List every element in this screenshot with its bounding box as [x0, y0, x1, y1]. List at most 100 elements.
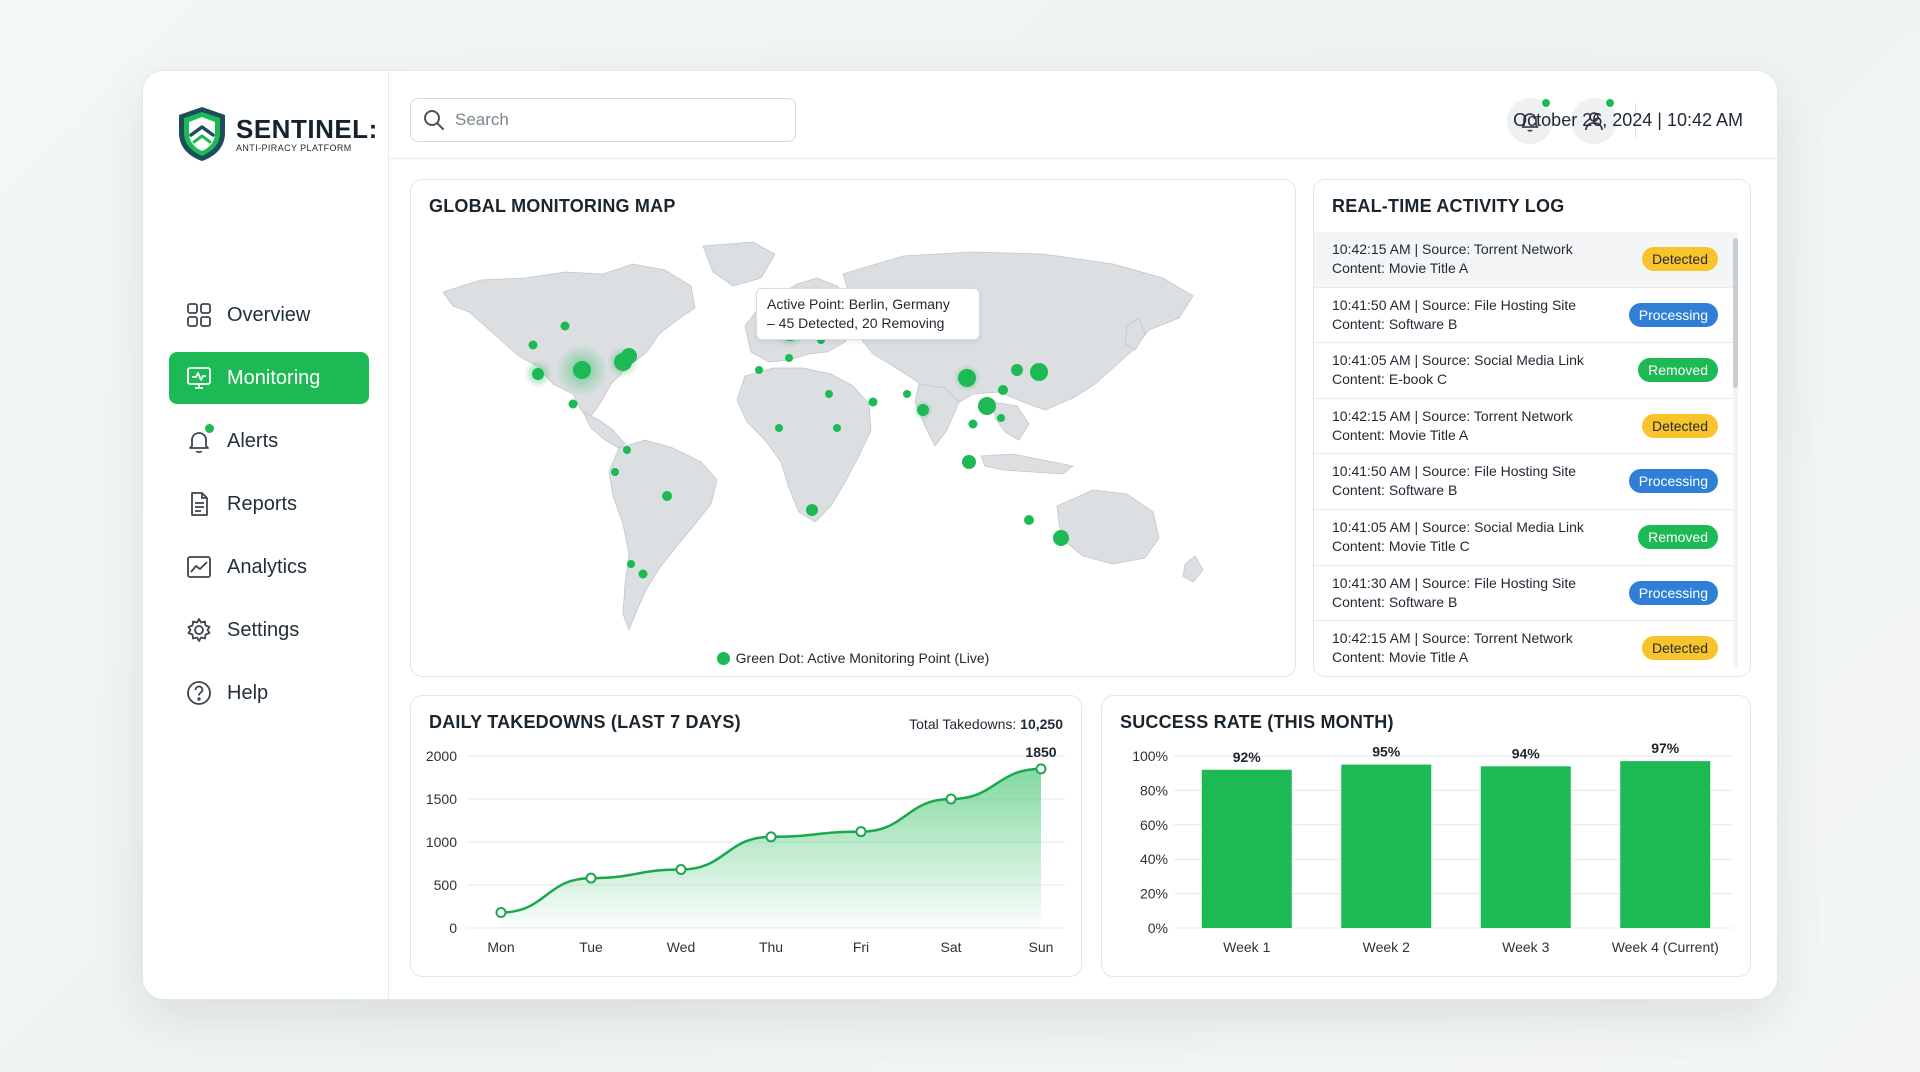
- data-point[interactable]: [495, 907, 507, 919]
- y-tick-label: 100%: [1132, 748, 1168, 764]
- bar[interactable]: [1201, 769, 1292, 928]
- status-badge: Removed: [1638, 524, 1718, 549]
- bell-icon: [1521, 113, 1539, 132]
- scrollbar[interactable]: [1733, 238, 1738, 668]
- sidebar-item-alerts[interactable]: Alerts: [169, 415, 369, 467]
- sidebar-item-analytics[interactable]: Analytics: [169, 541, 369, 593]
- point-singapore: [962, 455, 976, 469]
- point-vietnam: [968, 419, 978, 429]
- point-colombia: [611, 468, 619, 476]
- sidebar-item-label: Reports: [227, 492, 298, 515]
- log-row[interactable]: 10:41:50 AM | Source: File Hosting Site C…: [1314, 288, 1738, 344]
- online-status-dot: [1605, 98, 1615, 108]
- area-fill: [501, 768, 1041, 928]
- status-badge: Processing: [1628, 580, 1718, 605]
- log-row[interactable]: 10:42:15 AM | Source: Torrent Network Con…: [1314, 399, 1738, 455]
- point-mexico: [568, 399, 578, 409]
- current-datetime: October 26, 2024 | 10:42 AM: [1513, 110, 1743, 130]
- log-content: Content: Movie Title C: [1332, 537, 1470, 554]
- bar-value-label: 95%: [1372, 744, 1401, 760]
- y-tick-label: 1000: [426, 834, 457, 850]
- point-philippines: [997, 414, 1005, 422]
- point-brazil: [662, 491, 672, 501]
- bar[interactable]: [1341, 764, 1432, 928]
- indonesia-shape: [980, 453, 1074, 475]
- point-seattle: [528, 340, 538, 350]
- sidebar-item-label: Monitoring: [227, 366, 321, 389]
- y-tick-label: 60%: [1140, 817, 1168, 833]
- data-point[interactable]: [855, 826, 867, 838]
- tooltip-location: Active Point: Berlin, Germany: [767, 296, 950, 312]
- sidebar-item-help[interactable]: Help: [169, 667, 369, 719]
- bar[interactable]: [1620, 761, 1711, 928]
- point-chile: [627, 560, 635, 568]
- y-tick-label: 20%: [1140, 886, 1168, 902]
- map-legend: Green Dot: Active Monitoring Point (Live…: [411, 650, 1295, 666]
- status-badge: Processing: [1628, 469, 1718, 494]
- x-tick-label: Sun: [1029, 939, 1054, 955]
- greenland-shape: [702, 241, 776, 287]
- world-map[interactable]: [433, 234, 1275, 644]
- log-row[interactable]: 10:41:05 AM | Source: Social Media Link C…: [1314, 510, 1738, 566]
- bar[interactable]: [1480, 766, 1571, 928]
- point-ny: [621, 348, 637, 364]
- x-tick-label: Thu: [759, 939, 783, 955]
- point-madrid: [755, 366, 763, 374]
- point-korea: [1011, 364, 1023, 376]
- sidebar-item-label: Alerts: [227, 429, 279, 452]
- notifications-button[interactable]: [1507, 98, 1553, 144]
- log-source: 10:42:15 AM | Source: Torrent Network: [1332, 407, 1573, 424]
- map-title: GLOBAL MONITORING MAP: [429, 196, 676, 216]
- log-row[interactable]: 10:42:15 AM | Source: Torrent Network Con…: [1314, 621, 1738, 676]
- tooltip-stats: – 45 Detected, 20 Removing: [767, 315, 945, 331]
- sidebar-item-settings[interactable]: Settings: [169, 604, 369, 656]
- log-content: Content: Software B: [1332, 315, 1458, 332]
- success-rate-card: SUCCESS RATE (THIS MONTH) 0% 20% 40% 60% 80%…: [1101, 695, 1751, 977]
- log-source: 10:42:15 AM | Source: Torrent Network: [1332, 630, 1573, 647]
- sidebar-item-monitoring[interactable]: Monitoring: [169, 352, 369, 404]
- log-row[interactable]: 10:42:15 AM | Source: Torrent Network Con…: [1314, 232, 1738, 288]
- user-profile-button[interactable]: [1571, 98, 1617, 144]
- total-takedowns-value: 10,250: [1020, 716, 1063, 732]
- sidebar-item-reports[interactable]: Reports: [169, 478, 369, 530]
- global-monitoring-map-card: GLOBAL MONITORING MAP: [410, 179, 1296, 677]
- point-taiwan: [998, 385, 1008, 395]
- y-tick-label: 500: [434, 877, 458, 893]
- data-label: 1850: [1025, 744, 1056, 760]
- point-argentina: [638, 569, 648, 579]
- log-row[interactable]: 10:41:05 AM | Source: Social Media Link C…: [1314, 343, 1738, 399]
- point-egypt: [825, 390, 833, 398]
- australia-shape: [1056, 489, 1160, 565]
- point-iran: [903, 390, 911, 398]
- point-la-dot: [532, 368, 544, 380]
- grid-icon: [187, 303, 211, 327]
- y-tick-label: 40%: [1140, 851, 1168, 867]
- log-row[interactable]: 10:41:30 AM | Source: File Hosting Site C…: [1314, 566, 1738, 622]
- search-icon: [424, 110, 444, 130]
- point-us-central-dot: [573, 361, 591, 379]
- status-badge: Detected: [1641, 413, 1718, 438]
- total-takedowns-label: Total Takedowns:: [909, 716, 1017, 732]
- point-sydney: [1053, 530, 1069, 546]
- y-tick-label: 0: [449, 920, 457, 936]
- y-tick-label: 2000: [426, 748, 457, 764]
- data-point[interactable]: [1035, 763, 1047, 775]
- log-row[interactable]: 10:41:50 AM | Source: File Hosting Site C…: [1314, 454, 1738, 510]
- status-badge: Removed: [1638, 358, 1718, 383]
- data-point[interactable]: [675, 864, 687, 876]
- sidebar-item-label: Overview: [227, 303, 311, 326]
- point-china-dot: [958, 369, 976, 387]
- data-point[interactable]: [945, 793, 957, 805]
- log-source: 10:41:30 AM | Source: File Hosting Site: [1332, 574, 1577, 591]
- data-point[interactable]: [585, 872, 597, 884]
- log-source: 10:41:05 AM | Source: Social Media Link: [1332, 518, 1584, 535]
- sidebar-item-overview[interactable]: Overview: [169, 289, 369, 341]
- gear-icon: [187, 618, 211, 642]
- africa-shape: [736, 367, 872, 523]
- scrollbar-thumb[interactable]: [1733, 238, 1738, 388]
- map-tooltip: Active Point: Berlin, Germany – 45 Detec…: [756, 288, 980, 340]
- x-tick-label: Wed: [667, 939, 696, 955]
- north-america-shape: [442, 263, 696, 417]
- data-point[interactable]: [765, 831, 777, 843]
- search-input[interactable]: [455, 110, 775, 130]
